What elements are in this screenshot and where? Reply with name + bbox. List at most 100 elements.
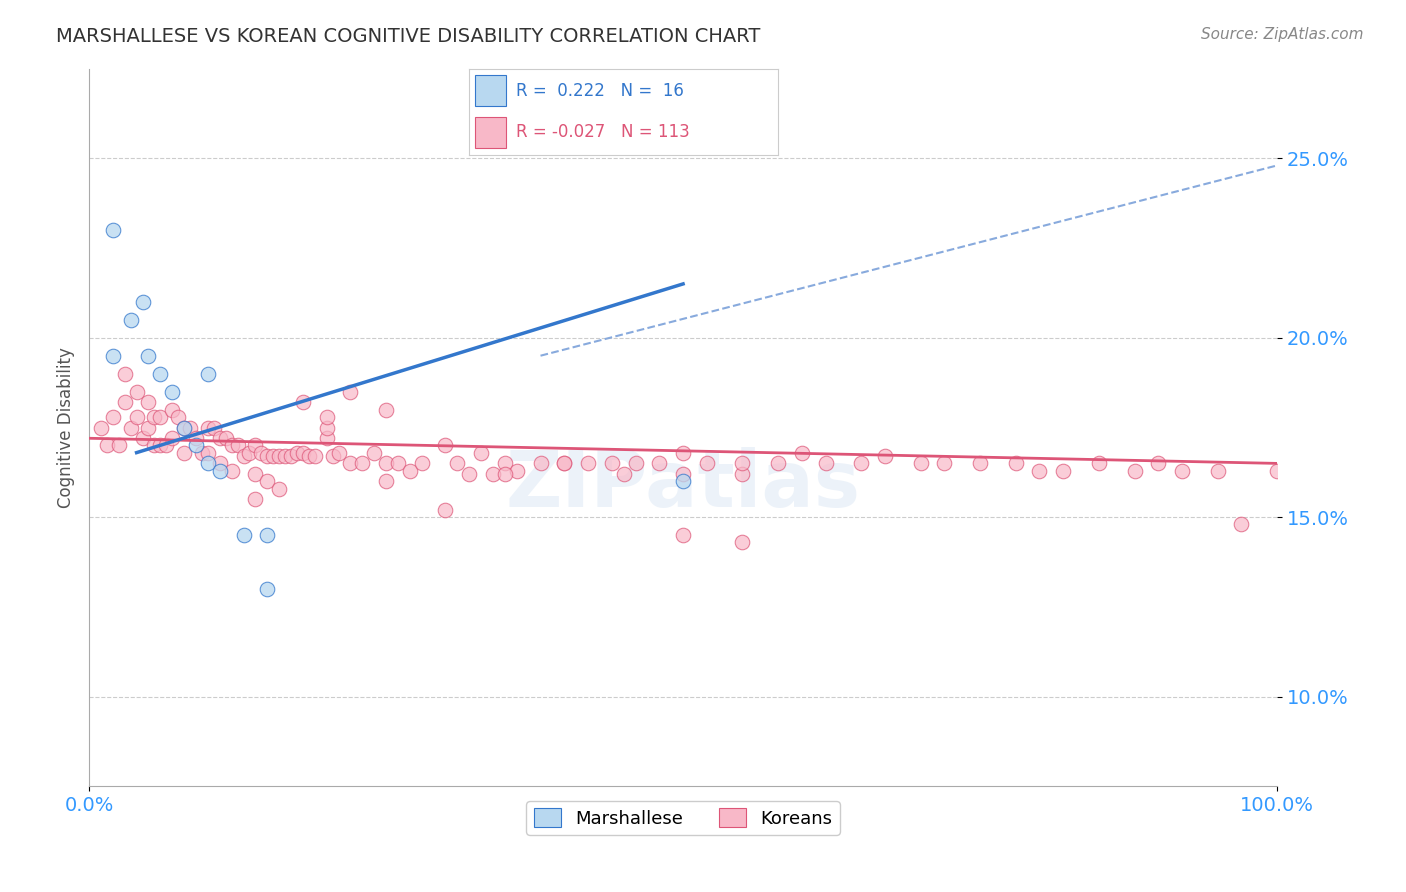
Point xyxy=(446,457,468,471)
Point xyxy=(232,528,254,542)
Point xyxy=(131,431,153,445)
Point xyxy=(470,445,492,459)
Point xyxy=(245,467,267,482)
Point xyxy=(766,457,789,471)
Point xyxy=(731,457,754,471)
Point xyxy=(315,420,337,434)
Point xyxy=(114,395,136,409)
Point xyxy=(910,457,932,471)
Point xyxy=(256,475,278,489)
Point xyxy=(245,492,267,507)
Point xyxy=(328,445,350,459)
Point xyxy=(208,457,231,471)
Point xyxy=(1265,464,1288,478)
Point xyxy=(120,313,142,327)
Point xyxy=(553,457,575,471)
Point xyxy=(731,467,754,482)
Point xyxy=(160,402,183,417)
Point xyxy=(600,457,623,471)
Point xyxy=(969,457,991,471)
Point xyxy=(576,457,599,471)
Point xyxy=(375,402,398,417)
Point xyxy=(197,445,219,459)
Point xyxy=(339,457,361,471)
Point xyxy=(250,445,273,459)
Point xyxy=(285,445,308,459)
Point xyxy=(226,438,249,452)
Point xyxy=(731,535,754,549)
Point xyxy=(553,457,575,471)
Point xyxy=(184,438,207,452)
Y-axis label: Cognitive Disability: Cognitive Disability xyxy=(58,347,75,508)
Point xyxy=(114,367,136,381)
Point xyxy=(506,464,529,478)
Point xyxy=(934,457,956,471)
Point xyxy=(814,457,837,471)
Point xyxy=(648,457,671,471)
Point xyxy=(1052,464,1074,478)
Point xyxy=(339,384,361,399)
Point xyxy=(291,395,314,409)
Point xyxy=(1147,457,1170,471)
Point xyxy=(1088,457,1111,471)
Point xyxy=(90,420,112,434)
Point xyxy=(280,449,302,463)
Point xyxy=(238,445,260,459)
Point xyxy=(672,445,695,459)
Point xyxy=(672,528,695,542)
Text: ZIPatlas: ZIPatlas xyxy=(506,447,860,523)
Point xyxy=(613,467,636,482)
Point xyxy=(624,457,647,471)
Point xyxy=(375,475,398,489)
Point xyxy=(173,420,195,434)
Point xyxy=(202,420,225,434)
Point xyxy=(696,457,718,471)
Point xyxy=(197,457,219,471)
Point xyxy=(221,438,243,452)
Point xyxy=(149,409,172,424)
Point xyxy=(352,457,374,471)
Point xyxy=(215,431,238,445)
Point xyxy=(120,420,142,434)
Text: MARSHALLESE VS KOREAN COGNITIVE DISABILITY CORRELATION CHART: MARSHALLESE VS KOREAN COGNITIVE DISABILI… xyxy=(56,27,761,45)
Point xyxy=(179,420,201,434)
Point xyxy=(434,503,457,517)
Point xyxy=(208,431,231,445)
Point xyxy=(387,457,409,471)
Point xyxy=(363,445,385,459)
Point xyxy=(221,464,243,478)
Point xyxy=(143,409,166,424)
Point xyxy=(138,349,160,363)
Point xyxy=(1171,464,1194,478)
Point xyxy=(232,449,254,463)
Point xyxy=(291,445,314,459)
Point xyxy=(101,349,124,363)
Point xyxy=(107,438,129,452)
Point xyxy=(197,367,219,381)
Point xyxy=(262,449,284,463)
Point xyxy=(304,449,326,463)
Point xyxy=(191,445,214,459)
Point xyxy=(1206,464,1229,478)
Point xyxy=(197,420,219,434)
Point xyxy=(173,420,195,434)
Point xyxy=(1230,517,1253,532)
Point xyxy=(298,449,321,463)
Point xyxy=(375,457,398,471)
Point xyxy=(482,467,505,482)
Point xyxy=(315,409,337,424)
Legend: Marshallese, Koreans: Marshallese, Koreans xyxy=(526,801,839,835)
Point xyxy=(125,384,148,399)
Point xyxy=(529,457,551,471)
Text: Source: ZipAtlas.com: Source: ZipAtlas.com xyxy=(1201,27,1364,42)
Point xyxy=(269,449,291,463)
Point xyxy=(96,438,118,452)
Point xyxy=(398,464,420,478)
Point xyxy=(173,445,195,459)
Point xyxy=(458,467,481,482)
Point xyxy=(160,431,183,445)
Point xyxy=(167,409,190,424)
Point xyxy=(149,367,172,381)
Point xyxy=(672,467,695,482)
Point xyxy=(256,582,278,596)
